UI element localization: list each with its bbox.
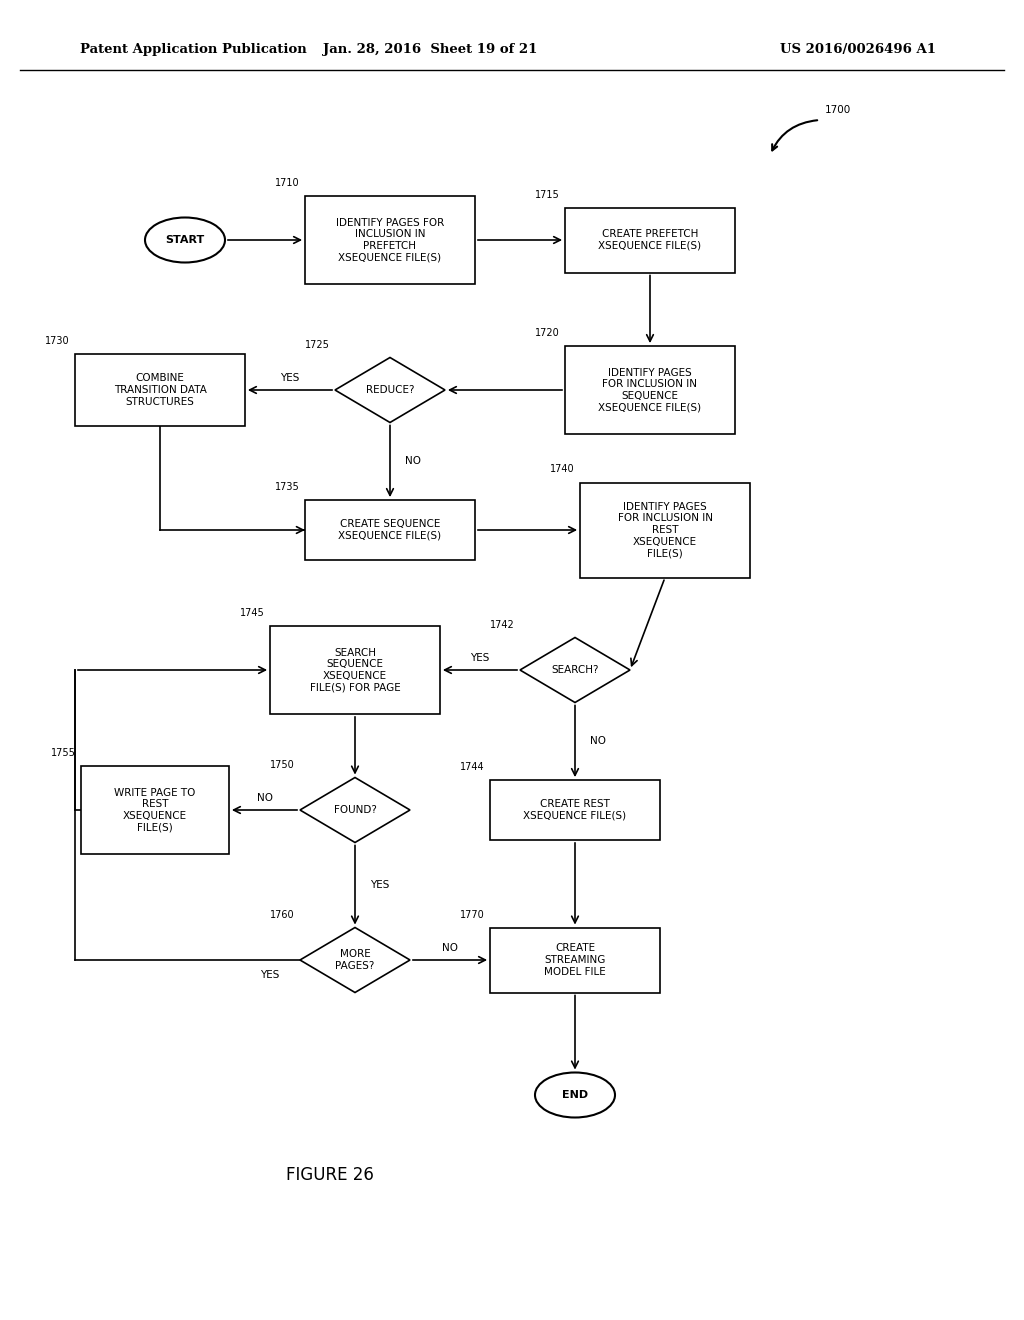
FancyBboxPatch shape	[565, 346, 735, 434]
Text: FIGURE 26: FIGURE 26	[286, 1166, 374, 1184]
Text: 1700: 1700	[825, 106, 851, 115]
FancyBboxPatch shape	[490, 928, 660, 993]
Text: SEARCH
SEQUENCE
XSEQUENCE
FILE(S) FOR PAGE: SEARCH SEQUENCE XSEQUENCE FILE(S) FOR PA…	[309, 648, 400, 693]
Text: END: END	[562, 1090, 588, 1100]
Text: 1730: 1730	[45, 337, 70, 346]
FancyBboxPatch shape	[81, 766, 229, 854]
Text: US 2016/0026496 A1: US 2016/0026496 A1	[780, 44, 936, 57]
Text: SEARCH?: SEARCH?	[551, 665, 599, 675]
Text: IDENTIFY PAGES
FOR INCLUSION IN
SEQUENCE
XSEQUENCE FILE(S): IDENTIFY PAGES FOR INCLUSION IN SEQUENCE…	[598, 367, 701, 412]
Text: NO: NO	[406, 457, 421, 466]
FancyBboxPatch shape	[580, 483, 750, 578]
FancyBboxPatch shape	[270, 626, 440, 714]
Text: 1735: 1735	[275, 482, 300, 492]
Text: 1715: 1715	[536, 190, 560, 199]
Polygon shape	[300, 777, 410, 842]
Text: 1750: 1750	[270, 759, 295, 770]
Text: YES: YES	[470, 653, 489, 663]
Text: CREATE REST
XSEQUENCE FILE(S): CREATE REST XSEQUENCE FILE(S)	[523, 799, 627, 821]
Text: YES: YES	[370, 880, 389, 890]
Text: REDUCE?: REDUCE?	[366, 385, 415, 395]
Text: 1742: 1742	[490, 619, 515, 630]
Text: 1725: 1725	[305, 339, 330, 350]
Text: CREATE
STREAMING
MODEL FILE: CREATE STREAMING MODEL FILE	[544, 944, 606, 977]
Text: 1744: 1744	[461, 762, 485, 772]
Text: START: START	[165, 235, 205, 246]
Text: NO: NO	[256, 793, 272, 803]
Text: Patent Application Publication: Patent Application Publication	[80, 44, 307, 57]
Polygon shape	[300, 928, 410, 993]
Text: MORE
PAGES?: MORE PAGES?	[335, 949, 375, 970]
Text: 1760: 1760	[270, 909, 295, 920]
Text: 1755: 1755	[51, 748, 76, 758]
Text: CREATE PREFETCH
XSEQUENCE FILE(S): CREATE PREFETCH XSEQUENCE FILE(S)	[598, 230, 701, 251]
Text: 1740: 1740	[550, 465, 575, 474]
Text: 1720: 1720	[536, 327, 560, 338]
Text: 1710: 1710	[275, 178, 300, 187]
FancyBboxPatch shape	[305, 195, 475, 284]
Text: IDENTIFY PAGES FOR
INCLUSION IN
PREFETCH
XSEQUENCE FILE(S): IDENTIFY PAGES FOR INCLUSION IN PREFETCH…	[336, 218, 444, 263]
Polygon shape	[335, 358, 445, 422]
Text: NO: NO	[590, 737, 606, 746]
FancyBboxPatch shape	[305, 500, 475, 560]
Text: NO: NO	[442, 942, 458, 953]
Text: COMBINE
TRANSITION DATA
STRUCTURES: COMBINE TRANSITION DATA STRUCTURES	[114, 374, 207, 407]
Text: Jan. 28, 2016  Sheet 19 of 21: Jan. 28, 2016 Sheet 19 of 21	[323, 44, 538, 57]
Text: WRITE PAGE TO
REST
XSEQUENCE
FILE(S): WRITE PAGE TO REST XSEQUENCE FILE(S)	[115, 788, 196, 833]
FancyBboxPatch shape	[75, 354, 245, 426]
Text: 1770: 1770	[460, 909, 485, 920]
FancyBboxPatch shape	[490, 780, 660, 840]
Text: YES: YES	[260, 970, 280, 979]
Polygon shape	[520, 638, 630, 702]
FancyBboxPatch shape	[565, 207, 735, 272]
Text: FOUND?: FOUND?	[334, 805, 377, 814]
Text: 1745: 1745	[241, 609, 265, 618]
Text: CREATE SEQUENCE
XSEQUENCE FILE(S): CREATE SEQUENCE XSEQUENCE FILE(S)	[339, 519, 441, 541]
Text: YES: YES	[281, 374, 300, 383]
Ellipse shape	[145, 218, 225, 263]
Ellipse shape	[535, 1072, 615, 1118]
Text: IDENTIFY PAGES
FOR INCLUSION IN
REST
XSEQUENCE
FILE(S): IDENTIFY PAGES FOR INCLUSION IN REST XSE…	[617, 502, 713, 558]
